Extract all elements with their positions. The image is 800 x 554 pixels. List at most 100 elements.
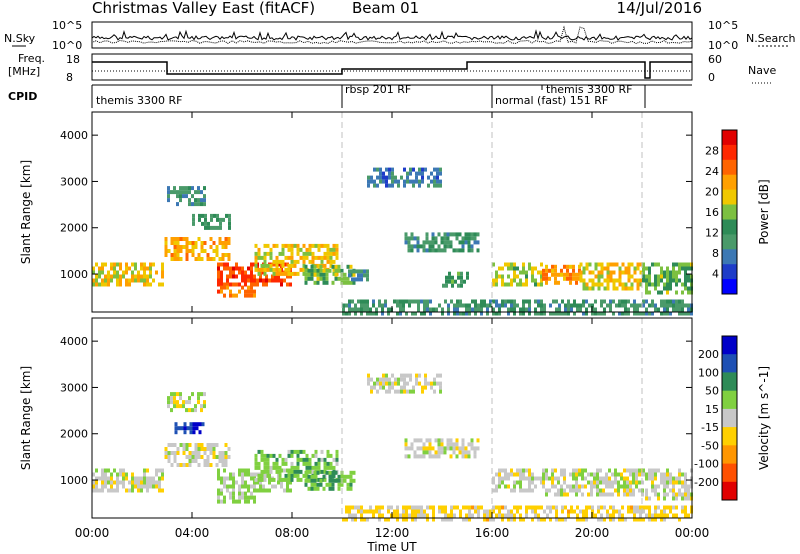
power-cell [391,175,394,180]
power-cell [446,232,450,237]
power-cell [543,303,546,308]
velocity-cell [576,513,579,518]
power-cell [337,264,341,269]
power-cell [537,270,540,275]
velocity-cell [617,484,620,489]
velocity-cell [645,496,648,501]
power-cell [567,307,570,312]
velocity-cell [317,461,321,466]
velocity-cell [510,468,513,473]
power-cell [449,244,453,249]
velocity-cell [189,430,193,435]
velocity-cell [422,454,426,459]
velocity-colorbar-tick: -50 [701,439,719,452]
velocity-cell [238,488,241,493]
velocity-cell [335,457,339,462]
velocity-cell [375,509,378,514]
power-cell [391,179,394,184]
power-cell [618,299,621,304]
velocity-cell [419,438,423,443]
velocity-cell [244,484,247,489]
velocity-cell [602,488,605,493]
power-cell [257,255,261,260]
power-cell [642,303,645,308]
power-cell [405,299,408,304]
power-cell [519,311,522,316]
velocity-cell [605,492,608,497]
velocity-cell [331,486,335,491]
power-cell [224,237,228,241]
velocity-cell [229,484,232,489]
velocity-cell [402,513,405,518]
velocity-cell [480,505,483,510]
power-cell [684,278,687,283]
velocity-cell [525,468,528,473]
power-cell [406,175,409,180]
power-cell [161,262,164,267]
power-cell [537,303,540,308]
velocity-cell [590,488,593,493]
velocity-cell [546,513,549,518]
power-cell [531,278,534,283]
power-cell [492,311,495,316]
power-cell [92,282,95,287]
power-cell [624,307,627,312]
velocity-cell [403,389,406,394]
velocity-cell [223,499,226,504]
power-cell [149,262,152,267]
power-cell [453,303,456,308]
velocity-cell [218,451,222,455]
velocity-cell [501,513,504,518]
power-cell [354,303,357,308]
power-cell [510,278,513,283]
velocity-cell [397,389,400,394]
power-cell [433,175,436,180]
velocity-cell [620,476,623,481]
velocity-cell [651,513,654,518]
power-cell [468,307,471,312]
power-cell [675,299,678,304]
power-cell [618,282,622,287]
power-cell [254,255,258,260]
velocity-cell [275,469,279,474]
velocity-cell [272,465,276,470]
power-cell [293,243,297,248]
power-cell [104,282,107,287]
velocity-cell [560,492,563,497]
velocity-cell [417,509,420,514]
power-cell [460,279,463,284]
power-cell [357,269,360,274]
velocity-cell [331,470,335,475]
power-cell [470,236,474,241]
power-cell [360,303,363,308]
power-cell [573,303,576,308]
power-cell [513,311,516,316]
power-cell [618,303,621,308]
power-cell [552,299,555,304]
velocity-cell [638,480,641,485]
power-cell [422,248,426,253]
velocity-cell [446,438,450,443]
velocity-cell [158,488,161,493]
power-cell [545,272,548,277]
power-cell [326,251,330,256]
power-cell [228,217,231,222]
velocity-cell [575,472,578,477]
power-cell [263,271,267,276]
power-cell [376,167,379,172]
x-tick-label: 00:00 [75,526,110,540]
power-cell [439,179,442,184]
velocity-cell [534,505,537,510]
velocity-cell [366,517,369,522]
velocity-cell [626,484,629,489]
velocity-cell [609,513,612,518]
velocity-cell [195,426,199,431]
power-cell [128,282,131,287]
power-cell [346,264,350,269]
power-cell [296,251,300,256]
velocity-cell [648,513,651,518]
power-cell [560,272,563,277]
power-cell [543,311,546,316]
power-cell [366,273,369,278]
